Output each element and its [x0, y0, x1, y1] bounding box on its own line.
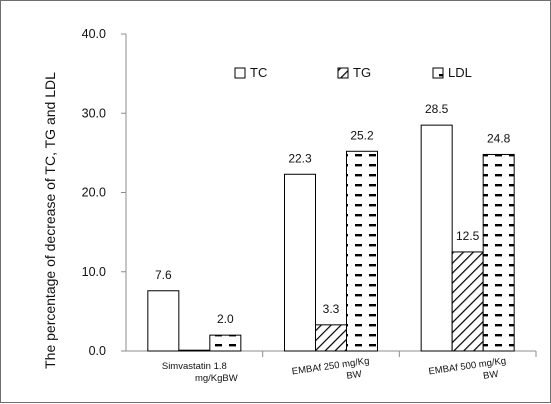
bar-tc-1: [284, 173, 316, 352]
bar-tg-2: [451, 251, 484, 352]
x-category-label-line: mg/KgBW: [195, 373, 238, 384]
legend-label-ldl: LDL: [448, 65, 472, 80]
bar-tg-1: [315, 324, 347, 352]
data-label-tc-1: 22.3: [288, 151, 312, 165]
data-label-tc-0: 7.6: [155, 268, 172, 282]
x-category-label: EMBAf 250 mg/KgBW: [291, 356, 370, 382]
y-tick-label: 40.0: [82, 27, 106, 41]
y-tick-label: 10.0: [82, 265, 106, 279]
x-category-label-line: Simvastatin 1.8: [162, 361, 227, 372]
data-label-tg-2: 12.5: [456, 229, 480, 243]
y-axis-title: The percentage of decrease of TC, TG and…: [42, 72, 58, 369]
data-label-tc-2: 28.5: [425, 102, 449, 116]
legend-label-tg: TG: [353, 65, 371, 80]
y-tick-label: 0.0: [89, 344, 106, 358]
x-category-label-line: BW: [346, 369, 363, 382]
bar-ldl-0: [209, 334, 242, 352]
legend-swatch-tc: [234, 67, 246, 79]
x-category-label: Simvastatin 1.8mg/KgBW: [162, 361, 238, 384]
data-label-ldl-1: 25.2: [350, 128, 374, 142]
data-label-tg-1: 3.3: [323, 302, 340, 316]
y-tick-label: 20.0: [82, 186, 106, 200]
bar-ldl-1: [346, 150, 378, 352]
bar-ldl-2: [482, 153, 515, 352]
data-label-ldl-0: 2.0: [217, 312, 234, 326]
data-label-ldl-2: 24.8: [487, 131, 511, 145]
legend-swatch-tg: [337, 67, 349, 79]
legend-label-tc: TC: [250, 65, 267, 80]
y-tick-label: 30.0: [82, 106, 106, 120]
bar-tc-0: [147, 290, 180, 352]
legend-swatch-ldl: [432, 67, 444, 79]
bar-tg-0: [178, 349, 211, 352]
bar-tc-2: [420, 124, 453, 352]
x-category-label: EMBAf 500 mg/KgBW: [428, 356, 507, 382]
x-category-label-line: BW: [482, 369, 499, 382]
